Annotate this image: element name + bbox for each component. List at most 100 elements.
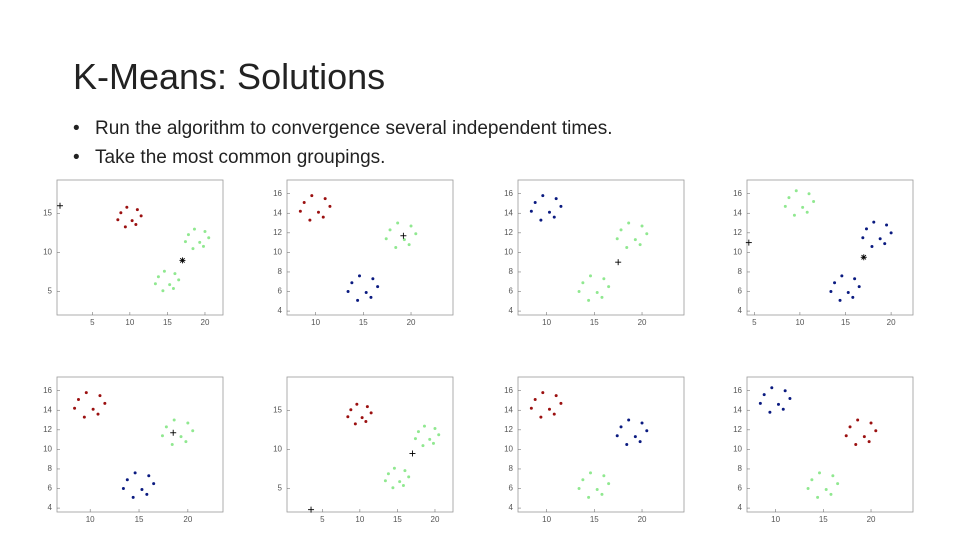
data-point xyxy=(838,298,842,302)
x-tick-label: 10 xyxy=(86,515,95,524)
data-point xyxy=(640,421,644,425)
data-point xyxy=(857,285,861,289)
plot-frame xyxy=(286,376,454,513)
data-point xyxy=(413,437,417,441)
y-tick-label: 10 xyxy=(273,248,282,257)
y-tick-label: 14 xyxy=(273,208,282,217)
y-tick-label: 15 xyxy=(43,209,52,218)
data-point xyxy=(541,391,545,395)
data-point xyxy=(541,194,545,198)
y-tick-label: 8 xyxy=(278,267,283,276)
data-point xyxy=(794,189,798,193)
data-point xyxy=(833,281,837,285)
data-point xyxy=(607,482,611,486)
data-point xyxy=(402,238,406,242)
data-point xyxy=(818,471,822,475)
y-tick-label: 14 xyxy=(733,405,742,414)
data-point xyxy=(587,495,591,499)
data-point xyxy=(123,225,127,229)
y-tick-label: 12 xyxy=(733,425,742,434)
data-point xyxy=(160,434,164,438)
data-point xyxy=(645,429,649,433)
data-point xyxy=(164,425,168,429)
data-point xyxy=(177,278,181,282)
data-point xyxy=(407,475,411,479)
data-point xyxy=(421,444,425,448)
plot-frame xyxy=(56,376,224,513)
data-point xyxy=(607,285,611,289)
data-point xyxy=(121,487,125,491)
data-point xyxy=(302,201,306,204)
y-tick-label: 12 xyxy=(504,425,513,434)
data-point xyxy=(862,435,866,439)
data-point xyxy=(878,237,882,241)
y-tick-label: 16 xyxy=(273,189,282,198)
plot-frame xyxy=(517,179,685,316)
data-point xyxy=(386,472,390,476)
x-tick-label: 15 xyxy=(590,318,599,327)
x-tick-label: 10 xyxy=(125,318,134,327)
y-tick-label: 8 xyxy=(509,267,514,276)
y-tick-label: 14 xyxy=(733,208,742,217)
data-point xyxy=(433,427,437,431)
data-point xyxy=(867,440,871,444)
x-tick-label: 15 xyxy=(393,515,402,524)
x-tick-label: 15 xyxy=(359,318,368,327)
data-point xyxy=(76,398,80,401)
data-point xyxy=(431,441,435,445)
data-point xyxy=(161,289,165,293)
data-point xyxy=(179,435,183,439)
y-tick-label: 14 xyxy=(43,405,52,414)
data-point xyxy=(308,218,312,222)
data-point xyxy=(595,291,599,294)
data-point xyxy=(870,245,874,249)
data-point xyxy=(369,411,373,415)
data-point xyxy=(116,218,120,222)
data-point xyxy=(186,233,190,237)
data-point xyxy=(533,398,537,401)
data-point xyxy=(638,243,642,247)
data-point xyxy=(371,277,375,281)
data-point xyxy=(554,394,558,398)
bullet: Take the most common groupings. xyxy=(73,143,613,172)
data-point xyxy=(840,274,844,278)
data-point xyxy=(889,231,893,235)
data-point xyxy=(602,277,606,281)
x-tick-label: 10 xyxy=(542,515,551,524)
plot-frame xyxy=(286,179,454,316)
data-point xyxy=(581,478,585,482)
data-point xyxy=(829,290,833,294)
centroid-marker xyxy=(57,202,64,209)
x-tick-label: 20 xyxy=(638,515,647,524)
slide-title: K-Means: Solutions xyxy=(73,56,386,97)
y-tick-label: 6 xyxy=(509,287,514,296)
data-point xyxy=(851,295,855,299)
data-point xyxy=(864,227,868,231)
x-tick-label: 20 xyxy=(407,318,416,327)
data-point xyxy=(172,418,176,422)
scatter-plot: 5 10 15 20 5 10 15 xyxy=(273,376,454,524)
data-point xyxy=(885,223,889,227)
data-point xyxy=(183,240,187,244)
y-tick-label: 10 xyxy=(504,248,513,257)
data-point xyxy=(428,437,432,441)
y-tick-label: 16 xyxy=(43,386,52,395)
y-tick-label: 12 xyxy=(733,228,742,237)
data-point xyxy=(812,200,816,204)
y-tick-label: 10 xyxy=(504,445,513,454)
centroid-marker xyxy=(170,429,177,436)
plot-frame xyxy=(517,376,685,513)
y-tick-label: 6 xyxy=(278,287,283,296)
centroid-marker xyxy=(745,239,752,246)
data-point xyxy=(589,274,593,278)
data-point xyxy=(829,492,833,496)
data-point xyxy=(801,205,805,209)
data-point xyxy=(883,242,887,246)
x-tick-label: 15 xyxy=(819,515,828,524)
data-point xyxy=(392,466,396,470)
y-tick-label: 16 xyxy=(504,189,513,198)
data-point xyxy=(554,197,558,201)
x-tick-label: 20 xyxy=(887,318,896,327)
data-point xyxy=(384,237,388,241)
y-tick-label: 12 xyxy=(273,228,282,237)
